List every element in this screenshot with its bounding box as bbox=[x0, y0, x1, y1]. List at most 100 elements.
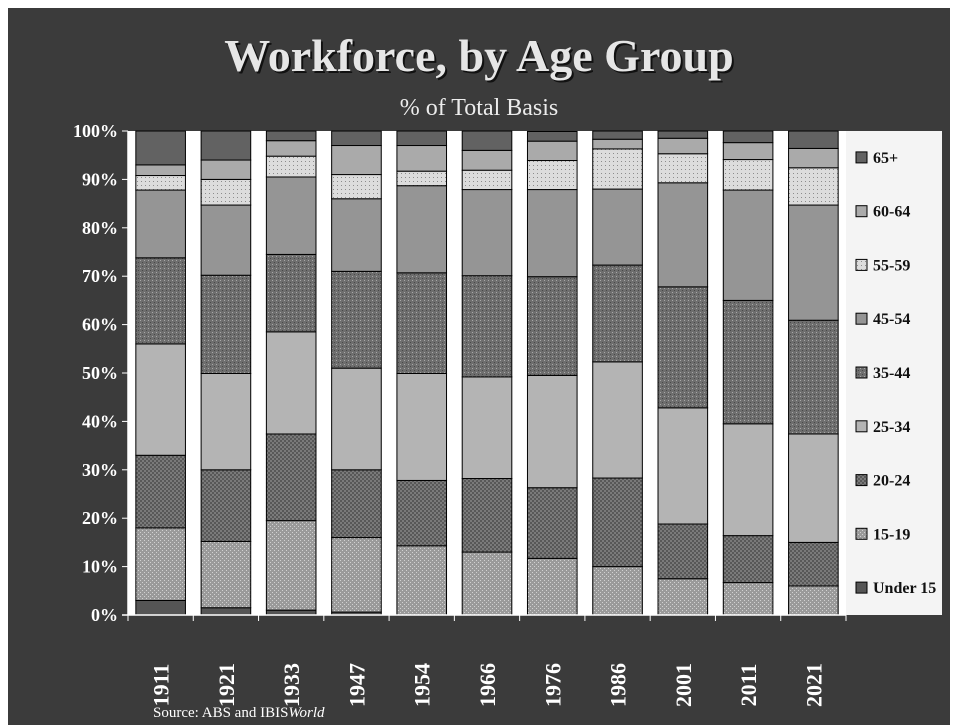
legend-label: Under 15 bbox=[873, 580, 936, 597]
bar-segment-1947-65+ bbox=[331, 130, 382, 147]
bar-segment-1976-35-44 bbox=[526, 276, 578, 376]
bar-segment-2001-15-19 bbox=[657, 578, 709, 616]
legend-swatch-35-44 bbox=[855, 366, 868, 379]
bar-segment-1911-55-59 bbox=[135, 175, 186, 191]
bar-segment-1954-65+ bbox=[396, 130, 448, 147]
bar-segment-2011-25-34 bbox=[722, 423, 774, 537]
bar-segment-1954-60-64 bbox=[396, 145, 448, 172]
y-tick-label: 30% bbox=[82, 460, 118, 480]
bar-segment-1986-45-54 bbox=[592, 188, 643, 266]
legend-label: 65+ bbox=[873, 150, 898, 167]
legend-swatch-20-24 bbox=[855, 474, 868, 487]
bar-segment-1954-45-54 bbox=[396, 185, 448, 274]
legend-label: 25-34 bbox=[873, 419, 910, 436]
bar-segment-1933-15-19 bbox=[265, 520, 317, 611]
x-tick-label: 1921 bbox=[214, 663, 239, 707]
bar-segment-1976-65+ bbox=[526, 130, 578, 142]
bar-segment-1933-25-34 bbox=[265, 331, 317, 435]
bar-segment-2021-45-54 bbox=[788, 204, 839, 321]
legend: 65+ 60-64 55-59 45-54 35-44 25-34 20-24 15-19 Un… bbox=[846, 131, 942, 615]
bar-segment-1933-45-54 bbox=[265, 176, 317, 255]
bar-segment-1966-65+ bbox=[461, 130, 513, 151]
bar-segment-1966-60-64 bbox=[461, 149, 513, 171]
bar-segment-1954-35-44 bbox=[396, 272, 448, 374]
y-tick-label: 90% bbox=[82, 169, 118, 189]
legend-swatch-15-19 bbox=[855, 527, 868, 540]
bar-segment-1976-25-34 bbox=[526, 374, 578, 489]
bar-segment-1911-25-34 bbox=[135, 343, 186, 456]
legend-label: 55-59 bbox=[873, 257, 910, 274]
bar-segment-1911-20-24 bbox=[135, 454, 186, 529]
bar-segment-2021-25-34 bbox=[788, 433, 839, 543]
bar-segment-2001-60-64 bbox=[657, 137, 709, 155]
bar-segment-1976-20-24 bbox=[526, 487, 578, 559]
axes: 1911 1921 1933 1947 1954 1966 1976 1986 2001 2011… bbox=[73, 121, 847, 707]
y-tick-label: 70% bbox=[82, 266, 118, 286]
bar-segment-1966-20-24 bbox=[461, 478, 513, 553]
x-tick-label: 2001 bbox=[671, 663, 696, 707]
bar-segment-2011-20-24 bbox=[722, 535, 774, 584]
bar-segment-1933-65+ bbox=[265, 130, 317, 142]
source-text: Source: ABS and IBIS bbox=[153, 705, 289, 721]
source-note: Source: ABS and IBISWorld bbox=[153, 705, 325, 722]
legend-label: 60-64 bbox=[873, 204, 910, 221]
x-tick-label: 1954 bbox=[410, 663, 435, 707]
chart-title: Workforce, by Age Group bbox=[224, 30, 734, 81]
bar-segment-1976-60-64 bbox=[526, 140, 578, 162]
bar-segment-1921-65+ bbox=[200, 130, 252, 161]
legend-swatch-55-59 bbox=[855, 258, 868, 271]
bar-segment-2001-45-54 bbox=[657, 182, 709, 288]
plot-area bbox=[128, 130, 846, 616]
bar-segment-1911-under-15 bbox=[135, 599, 186, 616]
bar-segment-2001-20-24 bbox=[657, 523, 709, 580]
y-tick-label: 80% bbox=[82, 218, 118, 238]
y-tick-label: 10% bbox=[82, 557, 118, 577]
bar-segment-1986-55-59 bbox=[592, 148, 643, 190]
bar-segment-1947-35-44 bbox=[331, 270, 382, 369]
bar-segment-1921-25-34 bbox=[200, 372, 252, 471]
bar-segment-1947-20-24 bbox=[331, 469, 382, 539]
y-tick-label: 60% bbox=[82, 315, 118, 335]
legend-label: 35-44 bbox=[873, 365, 910, 382]
bar-segment-2011-65+ bbox=[722, 130, 774, 144]
legend-label: 15-19 bbox=[873, 526, 910, 543]
bar-segment-2011-15-19 bbox=[722, 582, 774, 616]
bar-segment-1966-25-34 bbox=[461, 376, 513, 480]
x-tick-label: 1911 bbox=[149, 664, 174, 707]
bar-segment-2011-55-59 bbox=[722, 159, 774, 191]
bar-segment-1921-15-19 bbox=[200, 540, 252, 609]
chart-subtitle: % of Total Basis bbox=[399, 95, 559, 121]
y-tick-label: 50% bbox=[82, 363, 118, 383]
legend-swatch-65+ bbox=[855, 151, 868, 164]
x-tick-label: 2011 bbox=[736, 664, 761, 707]
x-tick-label: 2021 bbox=[801, 663, 826, 707]
bar-segment-2001-25-34 bbox=[657, 407, 709, 525]
source-text-italic: World bbox=[288, 705, 325, 721]
legend-swatch-60-64 bbox=[855, 205, 868, 218]
bar-segment-1954-20-24 bbox=[396, 479, 448, 547]
bar-segment-1933-60-64 bbox=[265, 140, 317, 157]
bar-segment-1947-55-59 bbox=[331, 174, 382, 200]
bar-segment-1966-55-59 bbox=[461, 169, 513, 191]
bar-segment-1986-60-64 bbox=[592, 138, 643, 150]
bar-segment-1954-25-34 bbox=[396, 372, 448, 481]
bar-segment-2021-20-24 bbox=[788, 541, 839, 587]
bar-segment-1954-55-59 bbox=[396, 170, 448, 187]
bar-segment-2021-60-64 bbox=[788, 147, 839, 169]
bar-segment-1911-35-44 bbox=[135, 257, 186, 345]
bar-segment-1966-45-54 bbox=[461, 189, 513, 277]
bar-segment-1921-20-24 bbox=[200, 469, 252, 542]
bar-segment-1911-60-64 bbox=[135, 164, 186, 177]
bar-segment-1911-15-19 bbox=[135, 527, 186, 601]
bar-segment-1966-35-44 bbox=[461, 275, 513, 378]
x-tick-label: 1933 bbox=[279, 663, 304, 707]
bar-segment-2001-35-44 bbox=[657, 286, 709, 409]
legend-swatch-45-54 bbox=[855, 312, 868, 325]
bar-segment-1976-45-54 bbox=[526, 189, 578, 278]
bar-segment-1954-15-19 bbox=[396, 545, 448, 616]
x-tick-label: 1986 bbox=[606, 663, 631, 707]
bar-segment-1921-45-54 bbox=[200, 204, 252, 276]
x-tick-label: 1976 bbox=[540, 663, 565, 707]
y-tick-label: 100% bbox=[73, 121, 118, 141]
bar-segment-1911-65+ bbox=[135, 130, 186, 166]
